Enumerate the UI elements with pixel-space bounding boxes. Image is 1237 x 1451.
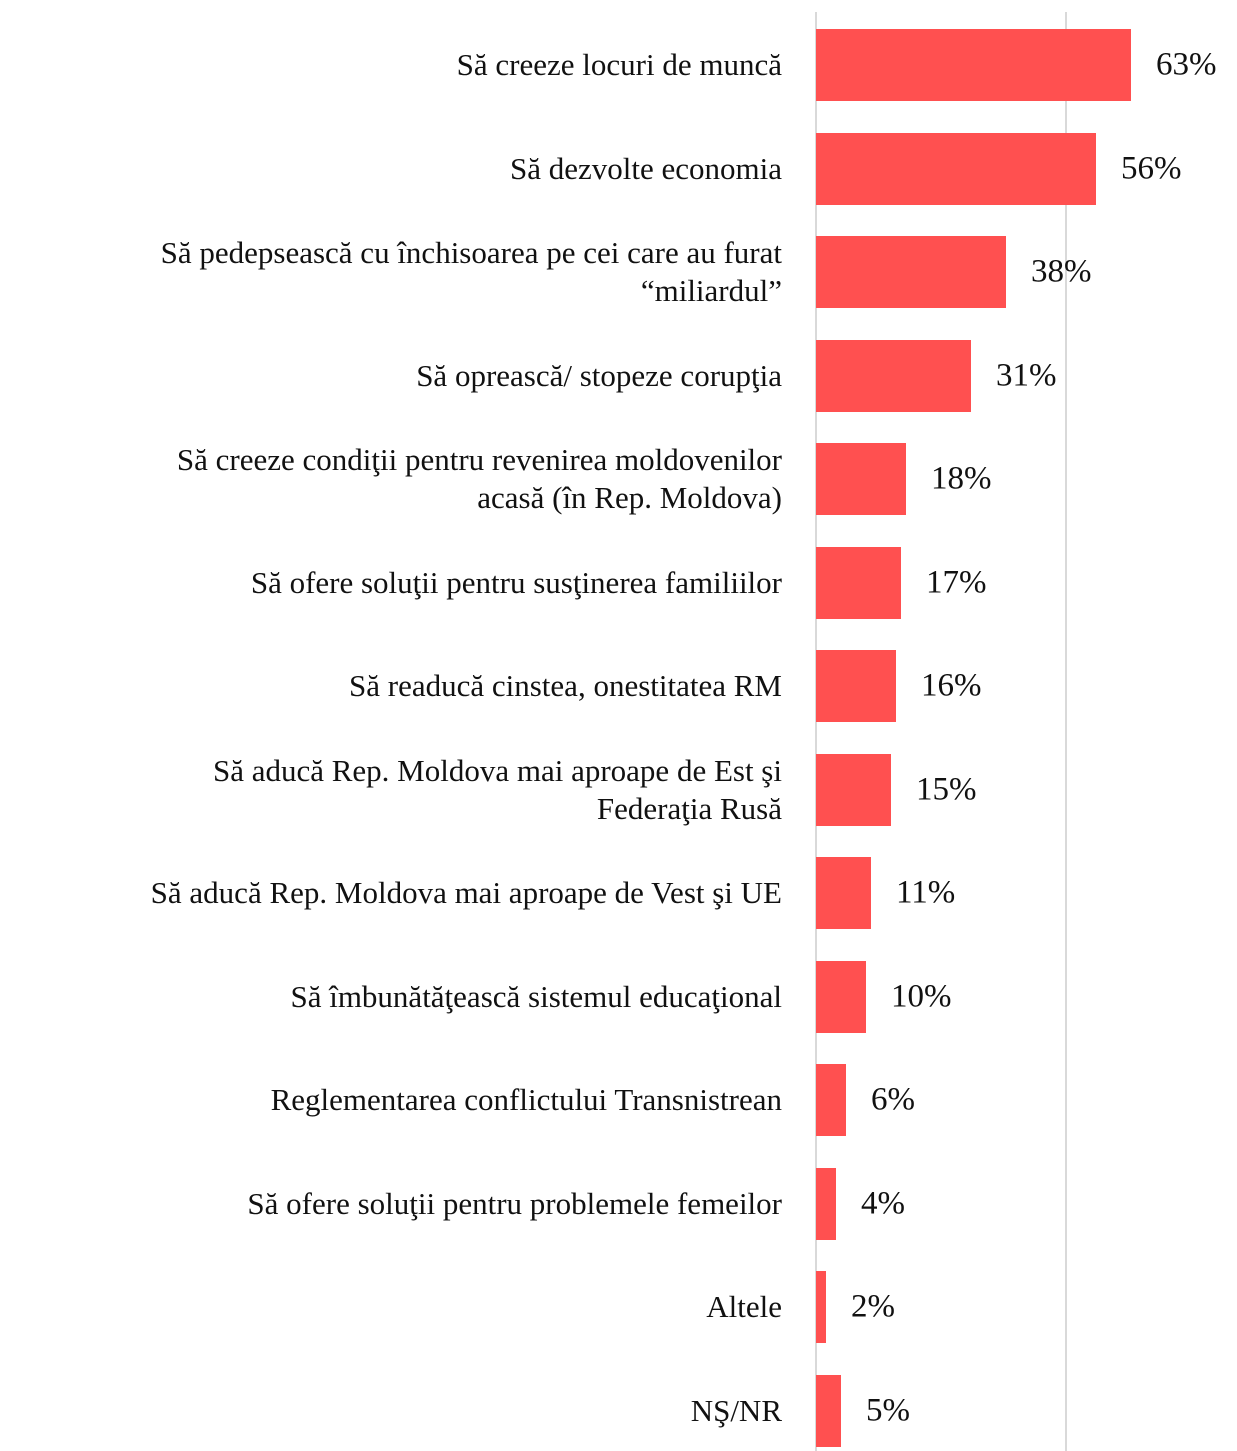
bar (816, 1167, 836, 1240)
bar (816, 1271, 826, 1343)
bar (816, 132, 1096, 205)
data-label: 16% (921, 667, 982, 704)
bar (816, 960, 866, 1033)
bar (816, 1064, 846, 1136)
data-label: 38% (1031, 253, 1092, 290)
category-label: Să oprească/ stopeze corupţia (416, 357, 782, 393)
data-label: 56% (1121, 150, 1182, 186)
bar (816, 339, 971, 412)
data-label: 11% (896, 874, 956, 911)
category-label: Să readucă cinstea, onestitatea RM (349, 668, 782, 703)
category-label: Să pedepsească cu închisoarea pe cei car… (160, 235, 782, 308)
bar (816, 443, 906, 515)
bar (816, 236, 1006, 308)
data-label: 4% (861, 1185, 905, 1221)
data-label: 15% (916, 771, 977, 807)
bar (816, 1374, 841, 1447)
data-label: 18% (931, 460, 992, 497)
category-label: Să creeze condiţii pentru revenirea mold… (176, 442, 782, 515)
category-label: Să ofere soluţii pentru susţinerea famil… (250, 564, 782, 600)
data-label: 2% (851, 1288, 895, 1325)
category-label: Să dezvolte economia (509, 150, 782, 186)
data-label: 6% (871, 1081, 915, 1118)
data-label: 17% (926, 564, 987, 600)
data-label: 31% (996, 357, 1057, 393)
grid-line (1065, 12, 1067, 1451)
bar (816, 546, 901, 619)
bar (816, 753, 891, 826)
grid-line (815, 12, 817, 1451)
bar (816, 650, 896, 722)
category-label: Să aducă Rep. Moldova mai aproape de Est… (212, 752, 782, 826)
data-label: 10% (891, 978, 952, 1014)
category-label: Altele (706, 1289, 782, 1324)
data-label: 63% (1156, 46, 1217, 83)
category-label: Să creeze locuri de muncă (456, 47, 782, 82)
category-label: NŞ/NR (690, 1392, 782, 1428)
category-label: Reglementarea conflictului Transnistrean (270, 1082, 782, 1117)
data-label: 5% (866, 1392, 910, 1428)
category-label: Să îmbunătăţească sistemul educaţional (290, 978, 782, 1014)
category-label: Să aducă Rep. Moldova mai aproape de Ves… (150, 875, 782, 910)
category-label: Să ofere soluţii pentru problemele femei… (247, 1185, 782, 1221)
bar (816, 857, 871, 929)
bar (816, 29, 1131, 101)
